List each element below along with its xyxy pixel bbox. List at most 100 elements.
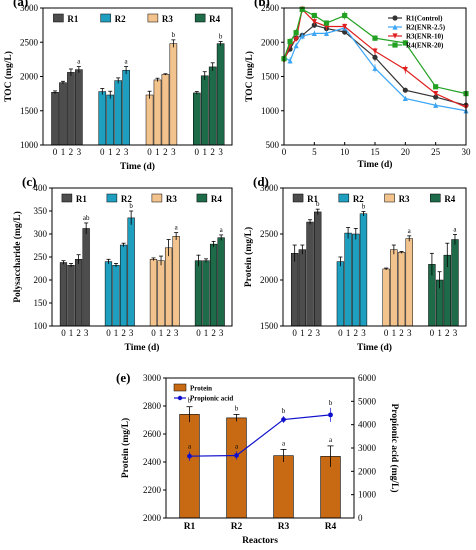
point: [311, 12, 317, 19]
legend-label: R2: [353, 194, 364, 204]
legend-swatch-R4: [196, 193, 208, 203]
bar-R3-0: [149, 259, 158, 327]
x-tick-label: 1: [204, 328, 209, 338]
bar-R4-3: [216, 43, 225, 146]
x-tick-label: 0: [53, 147, 58, 157]
point-propionic: [187, 453, 192, 459]
point: [299, 6, 305, 12]
x-tick-label: 1: [114, 328, 119, 338]
point: [311, 30, 317, 36]
legend-marker: [392, 42, 398, 48]
significance-letter: a: [77, 58, 81, 66]
y2-tick-label: 2000: [358, 466, 377, 476]
significance-letter: b: [219, 33, 223, 41]
y-tick-label: 1000: [261, 106, 280, 116]
bar-R1-3: [75, 69, 83, 146]
x-tick-label: 3: [453, 328, 458, 338]
legend-swatch-R3: [151, 193, 163, 203]
x-tick-label: 0: [195, 147, 200, 157]
bar-protein-R3: [273, 455, 294, 519]
x-axis-label: Time (d): [358, 159, 393, 170]
legend-swatch-R2: [100, 13, 111, 23]
x-tick-label: 15: [371, 147, 381, 157]
x-axis-label: Time (d): [120, 161, 155, 172]
x-tick-label: 0: [100, 147, 105, 157]
point: [287, 38, 293, 45]
x-axis-label: Reactors: [242, 536, 278, 546]
y-tick-label: 2000: [260, 275, 279, 285]
x-tick-label: 1: [155, 147, 160, 157]
y-tick-label: 2500: [260, 229, 279, 239]
y-tick-label: 2000: [261, 37, 280, 47]
significance-letter: a: [329, 436, 333, 444]
x-axis-label: Time (d): [357, 342, 392, 353]
panel-b-frame: [283, 7, 467, 146]
x-tick-label: 25: [431, 147, 441, 157]
x-tick-label: R4: [325, 522, 337, 532]
bar-R3-1: [157, 260, 165, 327]
point-propionic: [328, 412, 333, 418]
x-tick-label: 0: [338, 328, 343, 338]
bar-R1-0: [59, 262, 68, 327]
point: [402, 87, 408, 93]
y-tick-label: 3000: [260, 183, 279, 193]
x-tick-label: 1: [437, 328, 442, 338]
legend-label: R1: [307, 194, 318, 204]
legend-marker: [392, 33, 398, 39]
bar-R3-3: [172, 236, 180, 327]
x-tick-label: 0: [292, 328, 297, 338]
legend-label: R3: [162, 14, 173, 24]
point-propionic: [281, 417, 286, 422]
legend-label: R4: [211, 194, 222, 204]
panel-c-frame: [51, 187, 233, 327]
legend-swatch-R4: [194, 13, 206, 23]
x-tick-label: R3: [278, 522, 290, 532]
y-tick-label: 250: [34, 252, 48, 262]
bar-R2-1: [106, 94, 115, 146]
bar-R2-3: [127, 217, 135, 327]
x-tick-label: 2: [445, 328, 450, 338]
bar-R2-2: [114, 80, 122, 146]
bar-R4-1: [200, 75, 209, 146]
y-axis-label: Polysaccharide (mg/L): [12, 211, 23, 303]
significance-letter: b: [362, 202, 366, 210]
significance-letter: a: [188, 443, 192, 451]
x-tick-label: 5: [312, 147, 317, 157]
point: [342, 29, 348, 35]
point: [323, 30, 330, 36]
legend-label: R3: [166, 194, 177, 204]
point: [433, 94, 439, 100]
legend-label: R1: [67, 14, 78, 24]
point: [402, 67, 408, 73]
x-tick-label: 3: [361, 328, 366, 338]
bar-R2-1: [344, 232, 352, 327]
significance-letter: a: [453, 225, 457, 233]
bar-R1-2: [67, 72, 75, 146]
bar-R1-1: [298, 249, 307, 327]
y-axis-label: Protein (mg/L): [243, 227, 254, 287]
point: [402, 95, 408, 102]
x-tick-label: 2: [308, 328, 313, 338]
bar-R1-1: [67, 265, 75, 327]
bar-R3-2: [164, 247, 173, 327]
y-tick-label: 3000: [20, 3, 39, 13]
x-tick-label: 0: [61, 328, 66, 338]
y-tick-label: 2400: [143, 457, 162, 467]
x-tick-label: 3: [129, 328, 134, 338]
panel-label: (c): [22, 174, 36, 189]
panel-label: (a): [13, 0, 28, 9]
y-tick-label: 1500: [20, 106, 39, 116]
significance-letter: b: [188, 397, 192, 405]
y-tick-label: 2000: [20, 72, 39, 82]
bar-R1-0: [290, 253, 299, 327]
significance-letter: b: [329, 399, 333, 407]
x-tick-label: 0: [106, 328, 111, 338]
y-tick-label: 2500: [20, 37, 39, 47]
x-tick-label: 2: [116, 147, 121, 157]
x-tick-label: 3: [174, 328, 179, 338]
x-tick-label: 1: [108, 147, 113, 157]
bar-R2-3: [122, 70, 130, 146]
legend-label: R4: [444, 194, 455, 204]
